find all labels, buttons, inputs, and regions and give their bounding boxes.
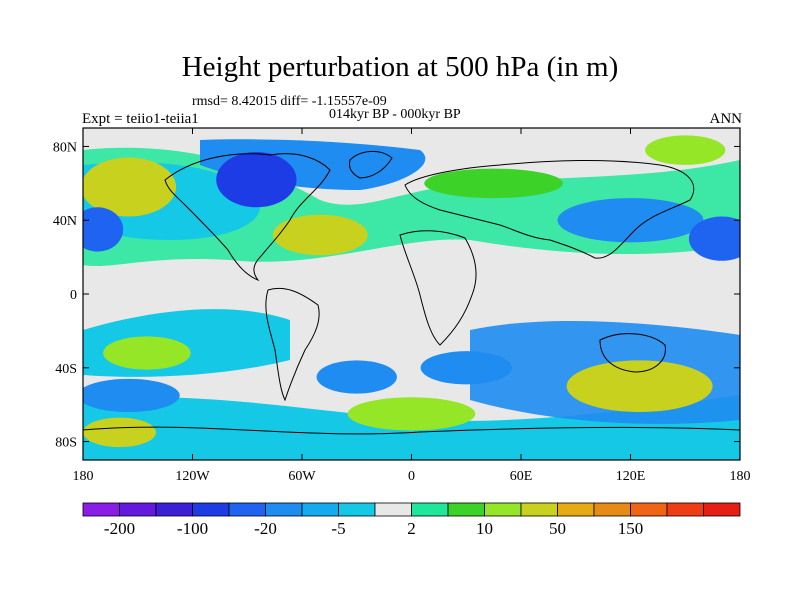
stats-line: rmsd= 8.42015 diff= -1.15557e-09 — [192, 94, 387, 109]
colorbar-label: -200 — [104, 519, 135, 538]
lon-tick-label: 180 — [73, 469, 94, 484]
colorbar-label: -20 — [254, 519, 277, 538]
colorbar-label: -100 — [177, 519, 208, 538]
latitude-axis: 80N 40N 0 40S 80S — [53, 140, 740, 451]
field-blob — [83, 417, 156, 448]
field-blob — [103, 336, 191, 370]
colorbar-swatch — [484, 502, 522, 517]
field-blob — [216, 151, 297, 208]
colorbar-swatch — [593, 502, 631, 517]
map-field — [83, 128, 740, 460]
colorbar-swatch — [82, 502, 120, 517]
colorbar-swatch — [557, 502, 595, 517]
lon-tick-label: 60E — [510, 469, 533, 484]
lat-tick-label: 40S — [55, 362, 77, 377]
coastlines — [83, 151, 740, 435]
colorbar-swatch — [301, 502, 339, 517]
south-america-outline — [265, 287, 320, 402]
lon-tick-label: 60W — [288, 469, 316, 484]
lat-tick-label: 0 — [70, 288, 77, 303]
africa-outline — [399, 230, 477, 346]
field-blob — [645, 135, 726, 165]
colorbar-swatch — [411, 502, 449, 517]
antarctica-outline — [83, 426, 740, 435]
chart-title: Height perturbation at 500 hPa (in m) — [181, 51, 619, 83]
field-blob — [566, 360, 713, 413]
lat-tick-label: 40N — [53, 214, 77, 229]
field-blob — [83, 157, 177, 217]
field-blob — [424, 168, 563, 199]
experiment-label: Expt = teiio1-teiia1 — [82, 111, 199, 127]
field-blob — [272, 214, 368, 256]
field-blob — [688, 216, 740, 261]
colorbar-swatch — [374, 502, 412, 517]
colorbar-swatch — [630, 502, 668, 517]
period-label: 014kyr BP - 000kyr BP — [329, 107, 461, 122]
lon-tick-label: 180 — [730, 469, 751, 484]
colorbar: -200 -100 -20 -5 2 10 50 150 — [82, 502, 741, 538]
lat-tick-label: 80S — [55, 436, 77, 451]
colorbar-label: 2 — [407, 519, 416, 538]
field-blob — [83, 378, 180, 413]
lat-tick-label: 80N — [53, 140, 77, 155]
field-anomaly-blobs — [83, 135, 740, 448]
colorbar-label: 150 — [618, 519, 644, 538]
longitude-axis: 180 120W 60W 0 60E 120E 180 — [73, 128, 751, 484]
colorbar-swatch — [338, 502, 376, 517]
colorbar-swatch — [155, 502, 193, 517]
colorbar-swatch — [192, 502, 230, 517]
colorbar-label: -5 — [331, 519, 345, 538]
field-blob — [557, 198, 704, 243]
colorbar-swatch — [666, 502, 704, 517]
colorbar-swatch — [447, 502, 485, 517]
north-america-outline — [164, 153, 331, 282]
australia-outline — [599, 333, 666, 373]
field-blob — [316, 360, 397, 394]
lon-tick-label: 120E — [616, 469, 646, 484]
colorbar-swatch — [265, 502, 303, 517]
field-blob — [83, 207, 124, 252]
colorbar-swatch — [228, 502, 266, 517]
eurasia-outline — [404, 159, 695, 259]
season-label: ANN — [709, 111, 743, 127]
lon-tick-label: 120W — [175, 469, 210, 484]
colorbar-label: 50 — [549, 519, 566, 538]
lon-tick-label: 0 — [408, 469, 415, 484]
colorbar-label: 10 — [476, 519, 493, 538]
field-blob — [347, 397, 476, 431]
field-blob — [420, 351, 512, 385]
colorbar-swatch — [119, 502, 157, 517]
colorbar-swatch — [520, 502, 558, 517]
greenland-outline — [349, 151, 393, 179]
colorbar-swatch — [703, 502, 741, 517]
